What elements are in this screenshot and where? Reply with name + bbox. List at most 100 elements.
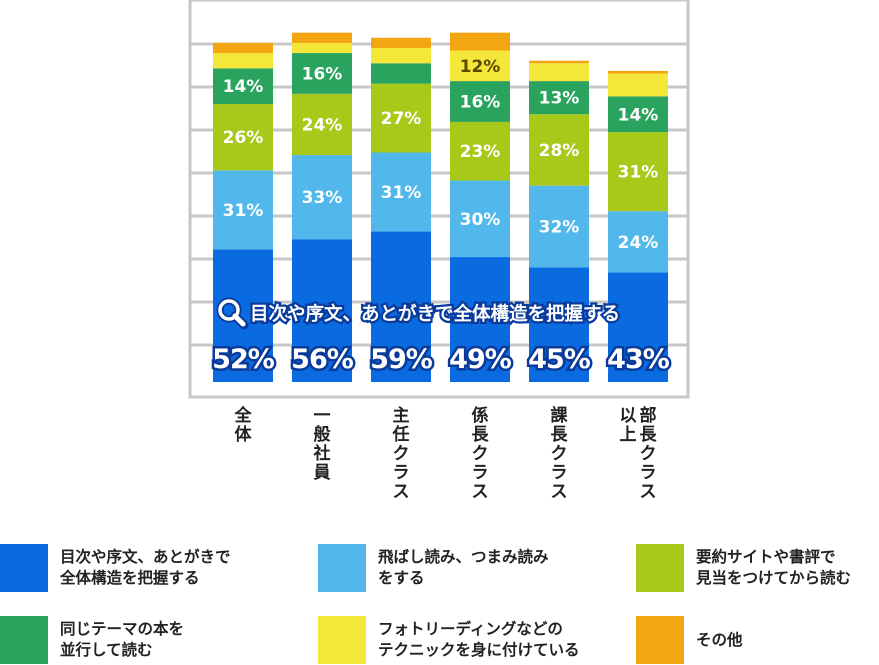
legend-item: フォトリーディングなどの テクニックを身に付けている xyxy=(318,616,580,664)
bar-segment xyxy=(213,170,273,250)
svg-text:ラ: ラ xyxy=(640,463,657,483)
segment-label: 14% xyxy=(618,105,659,125)
svg-text:体: 体 xyxy=(235,424,253,445)
svg-text:主: 主 xyxy=(393,405,410,426)
legend-swatch xyxy=(636,616,684,664)
svg-text:長: 長 xyxy=(472,425,490,445)
bar-segment xyxy=(213,53,273,69)
svg-text:課: 課 xyxy=(551,405,569,426)
svg-text:全: 全 xyxy=(234,405,253,426)
annotation-value: 52% xyxy=(212,344,275,375)
bar-segment xyxy=(371,37,431,48)
legend-swatch xyxy=(318,544,366,592)
svg-text:任: 任 xyxy=(392,424,410,445)
svg-text:ラ: ラ xyxy=(393,463,410,483)
segment-label: 30% xyxy=(460,210,501,230)
annotation-value: 49% xyxy=(449,344,512,375)
category-label: 全体 xyxy=(234,405,253,445)
legend-label: フォトリーディングなどの テクニックを身に付けている xyxy=(378,620,580,659)
bar-segment xyxy=(529,60,589,64)
svg-text:係: 係 xyxy=(472,405,489,426)
legend-label: 要約サイトや書評で 見当をつけてから読む xyxy=(696,548,852,587)
legend-swatch xyxy=(636,544,684,592)
segment-label: 24% xyxy=(302,115,343,135)
bar-segment xyxy=(529,114,589,186)
bar-segment xyxy=(608,73,668,97)
bar-segment xyxy=(608,272,668,382)
segment-label: 32% xyxy=(539,217,580,237)
legend-swatch xyxy=(318,616,366,664)
chart-segment-labels: 31% 26% 14% 33% 24% 16% 31% 27% 30% 23% 16% 12% 32% 2… xyxy=(223,57,659,253)
bar-segment xyxy=(292,32,352,43)
segment-label: 23% xyxy=(460,142,501,162)
bar-segment xyxy=(371,152,431,232)
svg-text:長: 長 xyxy=(640,425,658,445)
segment-label: 16% xyxy=(460,93,501,113)
segment-label: 24% xyxy=(618,233,659,253)
bar-segment xyxy=(450,180,510,258)
svg-text:ク: ク xyxy=(551,444,568,464)
bar-segment xyxy=(450,121,510,181)
legend-swatch xyxy=(0,544,48,592)
segment-label: 31% xyxy=(381,183,422,203)
bar-segment xyxy=(371,231,431,382)
bar-segment xyxy=(371,83,431,153)
segment-label: 28% xyxy=(539,141,580,161)
bar-segment xyxy=(292,155,352,240)
svg-text:長: 長 xyxy=(551,425,569,445)
bar-segment xyxy=(608,211,668,273)
svg-text:以: 以 xyxy=(620,406,637,426)
legend-item: その他 xyxy=(636,616,743,664)
legend-item: 要約サイトや書評で 見当をつけてから読む xyxy=(636,544,851,592)
legend-label: 飛ばし読み、つまみ読み をする xyxy=(378,548,549,587)
svg-text:上: 上 xyxy=(620,425,637,445)
legend-item: 飛ばし読み、つまみ読み をする xyxy=(318,544,549,592)
svg-text:ラ: ラ xyxy=(472,463,489,483)
bar-segment xyxy=(608,96,668,133)
segment-label: 31% xyxy=(618,163,659,183)
legend-item: 目次や序文、あとがきで 全体構造を把握する xyxy=(0,544,231,592)
bar-segment xyxy=(371,63,431,84)
plot-frame xyxy=(188,0,690,399)
annotation-value: 43% xyxy=(607,344,670,375)
svg-text:社: 社 xyxy=(313,443,331,464)
annotation-group: 目次や序文、あとがきで全体構造を把握する xyxy=(216,297,622,330)
legend-label: その他 xyxy=(696,630,743,649)
svg-text:部: 部 xyxy=(640,405,657,426)
bar-segment xyxy=(450,50,510,82)
segment-label: 27% xyxy=(381,109,422,129)
segment-label: 33% xyxy=(302,188,343,208)
legend-label: 目次や序文、あとがきで 全体構造を把握する xyxy=(60,548,231,587)
svg-text:ス: ス xyxy=(640,482,657,502)
legend-label: 同じテーマの本を 並行して読む xyxy=(60,620,185,659)
bar-segment xyxy=(213,68,273,105)
segment-label: 14% xyxy=(223,77,264,97)
bar-segment xyxy=(608,132,668,212)
annotation-value: 56% xyxy=(291,344,354,375)
svg-text:一: 一 xyxy=(314,406,331,426)
segment-label: 12% xyxy=(460,57,501,77)
bar-segment xyxy=(371,47,431,64)
search-icon xyxy=(216,297,249,330)
bar-segment xyxy=(529,81,589,115)
segment-label: 16% xyxy=(302,64,343,84)
svg-text:ス: ス xyxy=(393,482,410,502)
bar-segment xyxy=(450,32,510,51)
svg-text:ク: ク xyxy=(472,444,489,464)
bar-segment xyxy=(529,185,589,268)
legend-swatch xyxy=(0,616,48,664)
segment-label: 13% xyxy=(539,89,580,109)
bar-segment xyxy=(529,63,589,82)
stacked-bar-chart: 31% 26% 14% 33% 24% 16% 31% 27% 30% 23% 16% 12% 32% 2… xyxy=(188,0,690,502)
chart-bars xyxy=(213,32,668,382)
segment-label: 31% xyxy=(223,201,264,221)
segment-label: 26% xyxy=(223,128,264,148)
bar-segment xyxy=(450,81,510,122)
svg-text:ス: ス xyxy=(472,482,489,502)
svg-text:ク: ク xyxy=(393,444,410,464)
